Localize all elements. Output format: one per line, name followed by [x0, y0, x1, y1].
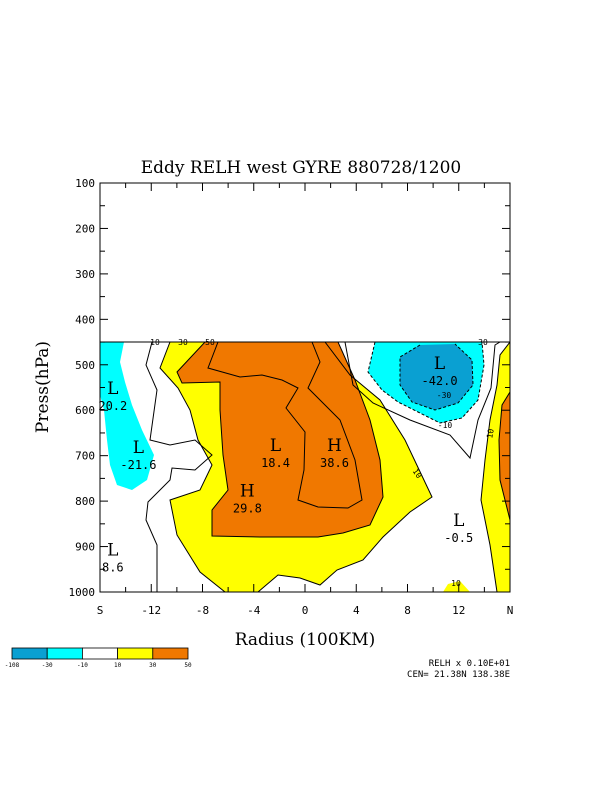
x-tick-label: 8	[404, 604, 411, 617]
fill-region-cyan-left	[100, 342, 154, 490]
extremum-letter: L	[133, 438, 144, 458]
legend-swatch	[152, 647, 189, 660]
color-legend: -108 -30 -10 10 30 50	[5, 647, 192, 669]
extremum-letter: L	[107, 540, 118, 560]
legend-boundary-label: -30	[42, 662, 53, 669]
x-tick-label: 4	[353, 604, 360, 617]
contour-label: -30	[437, 391, 452, 400]
extremum-letter: L	[270, 436, 281, 456]
extremum-value: -21.6	[120, 458, 156, 472]
contour-line-30-center	[176, 342, 384, 538]
contour-label: -10	[438, 421, 453, 430]
fill-region-yellow-bottom	[443, 581, 470, 592]
chart-title: Eddy RELH west GYRE 880728/1200	[141, 158, 462, 178]
legend-swatch	[117, 647, 154, 660]
extrema-markers: L20.2L-21.6L8.6L18.4H38.6H29.8L-42.0L-0.…	[98, 354, 473, 574]
y-tick-label: 1000	[69, 586, 96, 599]
contour-line-30-right-edge	[498, 391, 510, 521]
legend-boundary-label: 10	[114, 662, 122, 669]
y-tick-label: 800	[75, 495, 95, 508]
contour-line-neg30-right	[399, 343, 474, 411]
x-axis-label: Radius (100KM)	[235, 630, 376, 650]
extremum-letter: H	[240, 481, 255, 501]
y-tick-label: 400	[75, 313, 95, 326]
center-note: CEN= 21.38N 138.38E	[407, 670, 510, 680]
y-tick-label: 200	[75, 222, 95, 235]
contour-label: 10	[451, 579, 461, 588]
y-axis-ticks: 100 200 300 400 500 600 700 800 900 1000	[69, 177, 510, 599]
extremum-letter: L	[434, 354, 445, 374]
contour-line-10-left	[145, 342, 213, 592]
legend-swatch	[11, 647, 48, 660]
legend-boundary-label: 50	[184, 662, 192, 669]
fill-region-orange-center	[177, 342, 383, 537]
extremum-letter: L	[453, 511, 464, 531]
x-tick-label: S	[97, 604, 104, 617]
y-tick-label: 600	[75, 404, 95, 417]
legend-boundary-label: 30	[149, 662, 157, 669]
legend-boundary-label: -10	[77, 662, 88, 669]
x-tick-label: 0	[302, 604, 309, 617]
y-tick-label: 300	[75, 268, 95, 281]
y-tick-label: 100	[75, 177, 95, 190]
extremum-value: 18.4	[261, 456, 290, 470]
y-tick-label: 700	[75, 450, 95, 463]
extremum-letter: L	[107, 379, 118, 399]
y-axis-label: Press(hPa)	[33, 341, 53, 433]
x-tick-label: -8	[196, 604, 209, 617]
y-tick-label: 500	[75, 359, 95, 372]
extremum-value: 38.6	[320, 456, 349, 470]
x-axis-ticks: S -12 -8 -4 0 4 8 12 N	[97, 183, 514, 617]
extremum-value: 20.2	[98, 399, 127, 413]
contour-line-neg10-right	[367, 342, 485, 424]
extremum-letter: H	[327, 436, 342, 456]
fill-region-blue-right	[400, 344, 473, 410]
x-tick-label: -4	[247, 604, 261, 617]
extremum-value: 8.6	[102, 560, 124, 574]
legend-swatch	[82, 647, 119, 660]
contour-line-10-right	[344, 342, 501, 460]
extremum-value: -0.5	[444, 531, 473, 545]
legend-boundary-label: -108	[5, 662, 20, 669]
scale-note: RELH x 0.10E+01	[429, 659, 510, 669]
extremum-value: 29.8	[233, 501, 262, 515]
contour-line-10-center	[159, 342, 433, 592]
contour-label: 10	[485, 428, 496, 439]
x-tick-label: N	[507, 604, 514, 617]
x-tick-label: 12	[452, 604, 465, 617]
contour-line-50-inner	[207, 342, 363, 509]
extremum-value: -42.0	[421, 374, 457, 388]
legend-swatch	[46, 647, 83, 660]
x-tick-label: -12	[141, 604, 161, 617]
contour-line-10-right-edge	[480, 342, 510, 592]
contour-lines	[145, 342, 510, 592]
y-tick-label: 900	[75, 541, 95, 554]
